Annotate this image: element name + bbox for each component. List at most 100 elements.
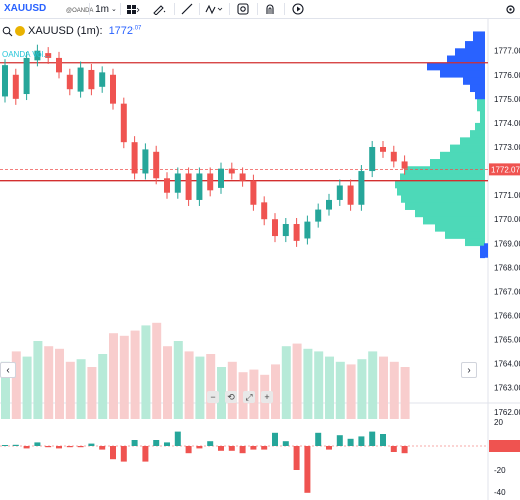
scroll-left-button[interactable]: ‹ — [0, 362, 16, 378]
price-tick-label: 1777.00 — [494, 47, 520, 56]
volume-bar — [98, 354, 108, 419]
volume-bar — [357, 359, 367, 419]
volume-bar — [33, 341, 43, 419]
interval-button[interactable]: 1m ⌄ — [92, 0, 120, 18]
oscillator-bar — [390, 446, 397, 452]
snapshot-button[interactable] — [233, 0, 253, 18]
oanda-logo-icon — [15, 26, 25, 36]
volume-profile-bar — [405, 166, 485, 174]
candle-body — [88, 69, 95, 90]
volume-profile-bar — [475, 91, 485, 100]
volume-profile-bar — [480, 245, 485, 259]
replay-icon — [292, 3, 304, 15]
volume-bar — [368, 351, 378, 419]
oscillator-bar — [272, 432, 278, 446]
volume-bar — [325, 356, 334, 419]
oscillator-bar — [239, 446, 246, 454]
oscillator-bar — [185, 446, 192, 454]
volume-bar — [1, 361, 10, 419]
reset-icon: ⟲ — [227, 391, 235, 402]
oscillator-bar — [2, 445, 8, 446]
fullscreen-button[interactable]: ⤢ — [243, 391, 255, 403]
oscillator-bar — [282, 441, 289, 446]
volume-bar — [303, 348, 313, 419]
volume-bar — [217, 367, 226, 419]
volume-bar — [119, 335, 129, 419]
candle-body — [34, 50, 41, 61]
volume-bar — [314, 351, 324, 419]
volume-profile-bar — [435, 224, 485, 232]
candle-body — [272, 219, 278, 237]
zoom-in-button[interactable]: + — [261, 391, 273, 403]
candle-body — [196, 173, 203, 200]
zoom-out-button[interactable]: − — [207, 391, 219, 403]
oscillator-tick-label: -20 — [494, 466, 506, 475]
oscillator-bar — [23, 446, 30, 449]
draw-pen-icon — [153, 5, 166, 15]
volume-bar — [271, 364, 280, 419]
volume-profile-bar — [440, 151, 485, 160]
minus-icon: − — [210, 392, 216, 402]
chart-style-button[interactable] — [122, 0, 144, 18]
trend-line-button[interactable] — [177, 0, 197, 18]
oscillator-bar — [120, 446, 127, 462]
candle-body — [358, 171, 365, 205]
search-icon[interactable] — [2, 26, 13, 37]
candle-body — [347, 185, 354, 205]
plus-icon: + — [264, 392, 270, 402]
trend-line-icon — [181, 3, 193, 15]
volume-profile-bar — [401, 195, 485, 203]
price-chart[interactable]: 1777.00 1776.00 1775.00 1774.00 1773.00 1772.… — [0, 18, 520, 500]
bar-style-icon — [127, 5, 140, 14]
chevron-down-icon: ⌄ — [111, 6, 117, 13]
volume-bar — [195, 356, 205, 419]
volume-profile-bar — [473, 31, 485, 42]
symbol-search-button[interactable]: XAUUSD — [4, 3, 47, 14]
legend-price-main: 1772 — [108, 25, 134, 37]
oscillator-bar — [164, 442, 170, 446]
price-tick-label: 1774.00 — [494, 119, 520, 128]
current-price-badge — [489, 163, 520, 176]
reset-chart-button[interactable]: ⟲ — [225, 391, 237, 403]
volume-profile-bar — [475, 122, 485, 131]
candle-body — [239, 173, 246, 181]
volume-profile-bar — [460, 137, 485, 145]
candle-body — [380, 146, 386, 152]
oscillator-tick-label: -40 — [494, 488, 506, 497]
volume-profile-marker — [484, 243, 488, 258]
oscillator-bar — [77, 446, 84, 448]
volume-profile-bar — [465, 41, 485, 49]
oscillator-bar — [228, 446, 235, 451]
candle-body — [218, 168, 224, 188]
scroll-right-button[interactable]: › — [461, 362, 477, 378]
toolbar-divider — [229, 3, 230, 15]
indicators-icon — [205, 4, 223, 15]
candle-body — [282, 224, 289, 237]
volume-profile-bar — [395, 180, 485, 189]
drawing-tools-button[interactable] — [148, 0, 170, 18]
oscillator-bar — [347, 438, 354, 446]
candle-body — [56, 57, 62, 73]
candle-body — [185, 173, 192, 200]
settings-button[interactable] — [502, 0, 518, 18]
candle-body — [2, 65, 8, 97]
volume-bar — [130, 330, 140, 419]
volume-profile-bar — [415, 209, 485, 218]
oscillator-bar — [66, 446, 73, 448]
volume-profile-bar — [450, 144, 485, 153]
oscillator-bar — [34, 442, 41, 446]
alert-button[interactable] — [260, 0, 280, 18]
price-tick-label: 1762.00 — [494, 408, 520, 417]
oscillator-bar — [56, 446, 62, 449]
price-tick-label: 1769.00 — [494, 239, 520, 248]
volume-bar — [152, 322, 162, 419]
oscillator-bar — [153, 440, 160, 446]
alert-icon — [266, 4, 274, 14]
volume-bar — [141, 325, 151, 419]
toolbar-divider — [284, 3, 285, 15]
candle-body — [131, 142, 138, 174]
candle-body — [250, 180, 257, 205]
replay-button[interactable] — [288, 0, 308, 18]
oscillator-bar — [88, 443, 95, 446]
indicators-button[interactable] — [202, 0, 226, 18]
